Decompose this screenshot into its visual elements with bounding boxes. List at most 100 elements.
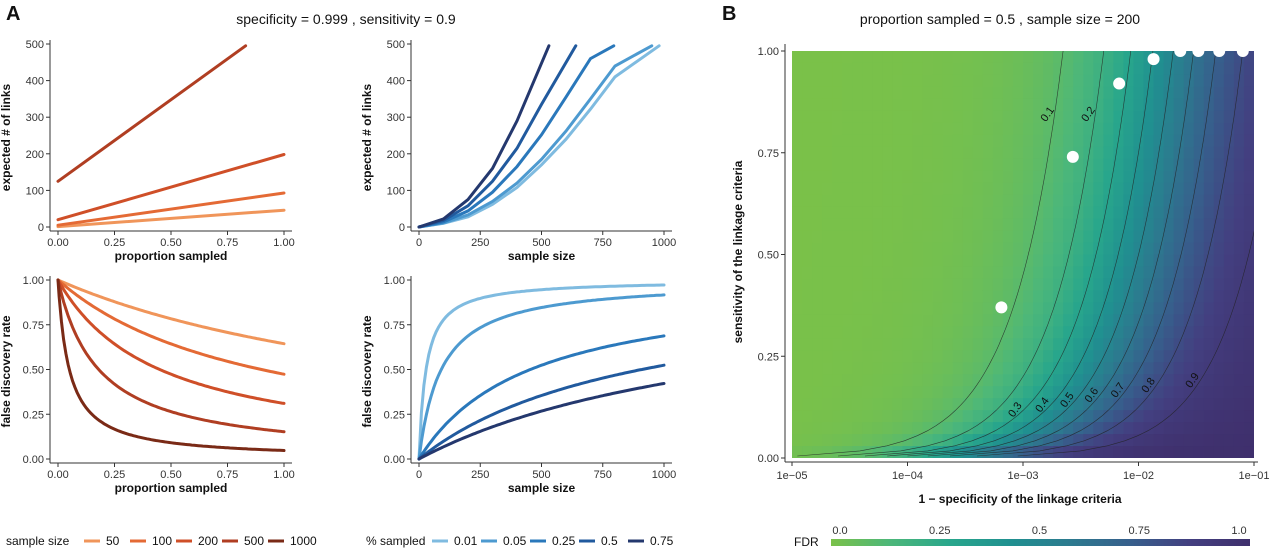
chart-fdr-vs-sample-size: 0 250 500 750 10000.000.250.500.751.00sample… bbox=[360, 275, 676, 495]
heatmap-cell bbox=[1083, 254, 1094, 268]
heatmap-cell bbox=[1043, 122, 1054, 136]
heatmap-cell bbox=[1233, 422, 1245, 435]
heatmap-cell bbox=[1163, 134, 1175, 148]
heatmap-cell bbox=[1133, 386, 1145, 399]
heatmap-cell bbox=[862, 314, 873, 327]
series-line-1000 bbox=[56, 278, 286, 452]
heatmap-cell bbox=[1043, 134, 1054, 148]
heatmap-cell bbox=[822, 194, 833, 208]
heatmap-cell bbox=[1123, 350, 1135, 363]
heatmap-cell bbox=[1012, 134, 1024, 148]
heatmap-cell bbox=[1002, 410, 1014, 423]
heatmap-cell bbox=[1193, 194, 1205, 208]
heatmap-cell bbox=[842, 374, 853, 387]
heatmap-cell bbox=[862, 398, 873, 411]
heatmap-cell bbox=[1173, 74, 1185, 88]
heatmap-cell bbox=[1203, 134, 1215, 148]
heatmap-cell bbox=[972, 158, 984, 172]
heatmap-cell bbox=[1163, 170, 1175, 184]
heatmap-cell bbox=[852, 122, 863, 136]
heatmap-cell bbox=[902, 254, 914, 268]
heatmap-cell bbox=[1043, 194, 1054, 208]
heatmap-cell bbox=[1133, 74, 1145, 88]
heatmap-cell bbox=[822, 362, 833, 375]
heatmap-cell bbox=[952, 170, 964, 184]
heatmap-cell bbox=[1153, 398, 1165, 411]
heatmap-cell bbox=[1113, 338, 1125, 351]
heatmap-cell bbox=[1233, 134, 1245, 148]
heatmap-cell bbox=[1002, 122, 1014, 136]
heatmap-cell bbox=[1073, 314, 1084, 327]
colorbar-tick-label: 0.5 bbox=[1032, 525, 1047, 537]
heatmap-cell bbox=[852, 158, 863, 172]
heatmap-cell bbox=[982, 350, 994, 363]
heatmap-cell bbox=[1163, 278, 1175, 292]
heatmap-cell bbox=[1023, 374, 1034, 387]
heatmap-cell bbox=[1153, 290, 1165, 303]
heatmap-cell bbox=[802, 134, 813, 148]
heatmap-cell bbox=[792, 290, 803, 303]
heatmap-cell bbox=[862, 98, 873, 112]
heatmap-cell bbox=[952, 74, 964, 88]
heatmap-cell bbox=[892, 158, 904, 172]
heatmap-cell bbox=[972, 122, 984, 136]
heatmap-cell bbox=[1053, 194, 1064, 208]
heatmap-cell bbox=[842, 110, 853, 124]
heatmap-cell bbox=[1083, 302, 1094, 315]
heatmap-cell bbox=[902, 194, 914, 208]
heatmap-cell bbox=[952, 362, 964, 375]
heatmap-cell bbox=[802, 374, 813, 387]
heatmap-cell bbox=[1183, 278, 1195, 292]
heatmap-cell bbox=[1153, 182, 1165, 196]
heatmap-cell bbox=[992, 410, 1004, 423]
heatmap-cell bbox=[982, 98, 994, 112]
heatmap-cell bbox=[1233, 398, 1245, 411]
heatmap-cell bbox=[1193, 374, 1205, 387]
heatmap-cell bbox=[882, 182, 894, 196]
heatmap-cell bbox=[1183, 386, 1195, 399]
heatmap-cell bbox=[812, 194, 823, 208]
heatmap-cell bbox=[1002, 338, 1014, 351]
heatmap-cell bbox=[1043, 362, 1054, 375]
heatmap-cell bbox=[792, 350, 803, 363]
heatmap-cell bbox=[1103, 110, 1114, 124]
heatmap-cell bbox=[952, 62, 964, 76]
heatmap-cell bbox=[862, 230, 873, 244]
heatmap-cell bbox=[1083, 206, 1094, 220]
heatmap-cell bbox=[1033, 350, 1044, 363]
heatmap-cell bbox=[792, 218, 803, 232]
heatmap-cell bbox=[892, 422, 904, 435]
heatmap-cell bbox=[842, 302, 853, 315]
heatmap-cell bbox=[1083, 314, 1094, 327]
series-line-0-25 bbox=[417, 334, 666, 461]
heatmap-cell bbox=[932, 182, 944, 196]
heatmap-cell bbox=[842, 410, 853, 423]
heatmap-cell bbox=[902, 51, 914, 64]
heatmap-cell bbox=[1213, 374, 1225, 387]
heatmap-cell bbox=[892, 302, 904, 315]
contour-line-0-8 bbox=[976, 51, 1244, 457]
heatmap-cell bbox=[1093, 398, 1104, 411]
heatmap-cell bbox=[892, 51, 904, 64]
heatmap-cell bbox=[822, 51, 833, 64]
heatmap-cell bbox=[842, 254, 853, 268]
heatmap-cell bbox=[792, 362, 803, 375]
heatmap-cell bbox=[1193, 206, 1205, 220]
heatmap-cell bbox=[1002, 314, 1014, 327]
heatmap-cell bbox=[852, 134, 863, 148]
heatmap-cell bbox=[792, 410, 803, 423]
heatmap-cell bbox=[1223, 338, 1235, 351]
heatmap-cell bbox=[982, 254, 994, 268]
heatmap-cell bbox=[882, 290, 894, 303]
heatmap-cell bbox=[902, 278, 914, 292]
data-point bbox=[1066, 150, 1079, 163]
legend-label: 0.01 bbox=[454, 534, 478, 548]
heatmap-cell bbox=[1243, 110, 1254, 124]
heatmap-cell bbox=[1233, 194, 1245, 208]
heatmap-cell bbox=[1133, 278, 1145, 292]
heatmap-cell bbox=[802, 242, 813, 256]
heatmap-cell bbox=[1163, 386, 1175, 399]
heatmap-cell bbox=[1123, 338, 1135, 351]
heatmap-cell bbox=[872, 398, 883, 411]
heatmap-cell bbox=[972, 374, 984, 387]
